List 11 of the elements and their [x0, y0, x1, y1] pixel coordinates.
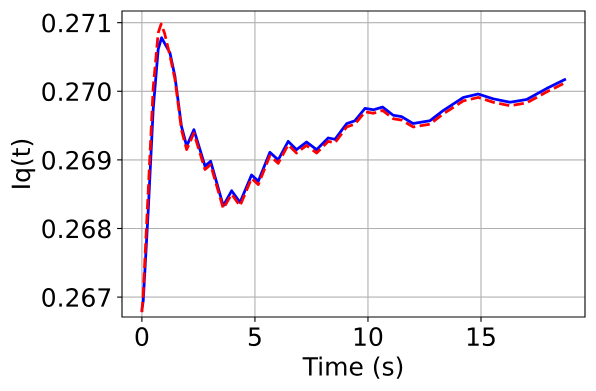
x-tick-label: 15 [468, 327, 495, 346]
y-tick-label: 0.267 [42, 288, 110, 307]
y-tick-label: 0.268 [42, 219, 111, 238]
x-tick-label: 5 [248, 327, 261, 346]
x-tick-label: 0 [136, 327, 148, 346]
y-tick-label: 0.270 [42, 82, 111, 102]
x-tick-label: 10 [354, 327, 382, 346]
x-axis-title: Time (s) [302, 356, 402, 379]
y-axis-title: Iq(t) [10, 140, 36, 188]
y-tick-label: 0.269 [42, 150, 111, 170]
y-tick-label: 0.271 [42, 14, 110, 33]
